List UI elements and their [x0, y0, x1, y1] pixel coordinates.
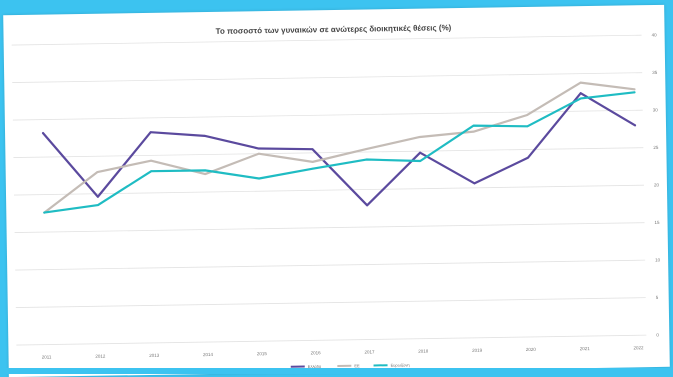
y-tick-label: 0 [656, 332, 659, 337]
y-axis-ticks: 40 35 30 25 20 15 10 5 0 [652, 32, 662, 337]
x-tick-label: 2015 [257, 351, 268, 356]
line-chart: Το ποσοστό των γυναικών σε ανώτερες διοι… [3, 5, 670, 377]
x-tick-label: 2014 [203, 352, 214, 357]
x-tick-label: 2016 [311, 350, 322, 355]
y-tick-label: 30 [653, 107, 659, 112]
x-tick-label: 2013 [149, 353, 160, 358]
x-tick-label: 2022 [633, 345, 644, 350]
y-tick-label: 20 [654, 182, 660, 187]
x-tick-label: 2012 [95, 354, 106, 359]
gridline [15, 260, 645, 270]
y-tick-label: 10 [655, 257, 661, 262]
x-tick-label: 2021 [580, 346, 591, 351]
series-line-0 [43, 92, 637, 210]
x-tick-label: 2017 [364, 349, 375, 354]
chart-card: Το ποσοστό των γυναικών σε ανώτερες διοι… [3, 5, 670, 377]
x-tick-label: 2018 [418, 349, 429, 354]
gridline [16, 298, 646, 308]
gridline [15, 223, 645, 233]
gridline [14, 185, 644, 195]
background-edge [0, 368, 673, 374]
gridline [12, 73, 642, 83]
x-tick-label: 2020 [526, 347, 537, 352]
gridline [13, 148, 643, 158]
y-tick-label: 25 [653, 145, 659, 150]
gridline [12, 35, 642, 45]
gridline [16, 335, 646, 345]
y-tick-label: 35 [652, 70, 658, 75]
y-tick-label: 40 [652, 32, 658, 37]
x-axis-ticks: 2011 2012 2013 2014 2015 2016 2017 2018 2019 2020… [42, 345, 644, 359]
chart-title: Το ποσοστό των γυναικών σε ανώτερες διοι… [216, 23, 452, 36]
x-tick-label: 2011 [42, 354, 52, 359]
y-tick-label: 15 [654, 220, 660, 225]
y-tick-label: 5 [656, 295, 659, 300]
x-tick-label: 2019 [472, 348, 483, 353]
legend-label: Ευρωζώνη [391, 362, 410, 367]
gridlines [12, 35, 647, 345]
